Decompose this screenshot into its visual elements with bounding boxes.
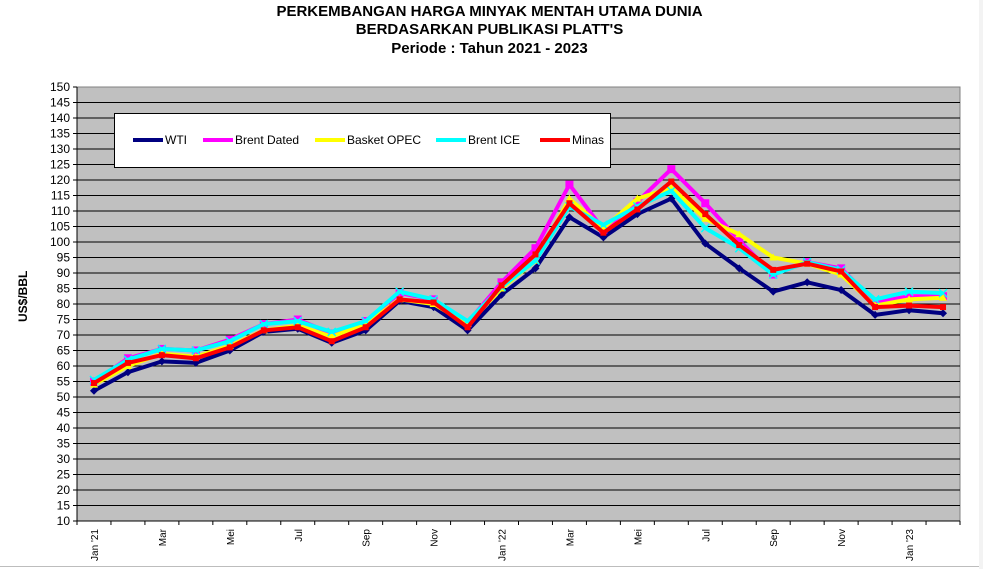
x-axis-ticks: Jan '21 Mar Mei Jul Sep Nov Jan '22 Mar Mei Jul Se… — [76, 520, 961, 561]
svg-text:115: 115 — [51, 189, 70, 203]
legend-item-brent-ice: Brent ICE — [436, 133, 520, 147]
window-edge — [979, 0, 983, 569]
svg-text:100: 100 — [50, 235, 70, 249]
svg-text:Mar: Mar — [565, 528, 576, 546]
legend-item-brent-dated: Brent Dated — [203, 133, 299, 147]
window-bottom-border — [0, 566, 979, 567]
svg-text:70: 70 — [57, 328, 71, 342]
minas-line-icon — [540, 138, 570, 142]
svg-text:30: 30 — [57, 452, 71, 466]
y-axis-ticks: 1015202530354045505560657075808590951001… — [50, 80, 78, 528]
svg-text:95: 95 — [57, 251, 71, 265]
legend-item-minas: Minas — [540, 133, 604, 147]
chart-title-line-3: Periode : Tahun 2021 - 2023 — [391, 40, 588, 57]
chart-title-line-2: BERDASARKAN PUBLIKASI PLATT'S — [355, 21, 624, 38]
svg-text:Jul: Jul — [701, 529, 712, 542]
svg-text:40: 40 — [57, 421, 71, 435]
legend-item-basket-opec: Basket OPEC — [315, 133, 421, 147]
svg-text:130: 130 — [50, 142, 70, 156]
svg-text:45: 45 — [57, 406, 71, 420]
svg-text:Jan '22: Jan '22 — [498, 529, 509, 561]
svg-text:10: 10 — [57, 514, 71, 528]
svg-text:55: 55 — [57, 375, 71, 389]
svg-text:120: 120 — [50, 173, 70, 187]
legend-item-wti: WTI — [133, 133, 187, 147]
svg-text:125: 125 — [50, 158, 70, 172]
svg-text:Mei: Mei — [633, 529, 644, 545]
legend-label: Brent ICE — [468, 133, 521, 147]
svg-text:Nov: Nov — [837, 529, 848, 547]
brent-ice-line-icon — [436, 138, 466, 142]
svg-text:Sep: Sep — [362, 529, 373, 547]
legend-label: WTI — [165, 133, 187, 147]
svg-text:Nov: Nov — [430, 529, 441, 547]
svg-text:90: 90 — [57, 266, 71, 280]
svg-text:Jan '23: Jan '23 — [905, 529, 916, 561]
svg-text:20: 20 — [57, 483, 71, 497]
svg-text:145: 145 — [50, 96, 70, 110]
data-series — [89, 165, 948, 395]
svg-text:80: 80 — [57, 297, 71, 311]
svg-text:50: 50 — [57, 390, 71, 404]
chart-title-line-1: PERKEMBANGAN HARGA MINYAK MENTAH UTAMA D… — [276, 3, 703, 20]
svg-text:Jul: Jul — [294, 529, 305, 542]
svg-text:Mei: Mei — [226, 529, 237, 545]
svg-text:75: 75 — [57, 313, 71, 327]
svg-text:Mar: Mar — [158, 528, 169, 546]
basket-opec-line-icon — [315, 138, 345, 142]
svg-text:15: 15 — [57, 499, 71, 513]
svg-text:Sep: Sep — [769, 529, 780, 547]
svg-text:25: 25 — [57, 468, 71, 482]
svg-text:65: 65 — [57, 344, 71, 358]
svg-text:135: 135 — [50, 127, 70, 141]
legend-label: Minas — [572, 133, 605, 147]
gridlines — [77, 102, 960, 506]
wti-line-icon — [133, 138, 163, 142]
brent-dated-line-icon — [203, 138, 233, 142]
chart-legend: WTI Brent Dated Basket OPEC Brent ICE Mi… — [114, 113, 611, 168]
svg-text:60: 60 — [57, 359, 71, 373]
legend-label: Brent Dated — [235, 133, 300, 147]
svg-text:Jan '21: Jan '21 — [90, 529, 101, 561]
svg-text:105: 105 — [50, 220, 70, 234]
svg-text:150: 150 — [50, 80, 70, 94]
svg-text:85: 85 — [57, 282, 71, 296]
svg-text:35: 35 — [57, 437, 71, 451]
legend-label: Basket OPEC — [347, 133, 422, 147]
svg-text:110: 110 — [51, 204, 70, 218]
svg-text:140: 140 — [50, 111, 70, 125]
